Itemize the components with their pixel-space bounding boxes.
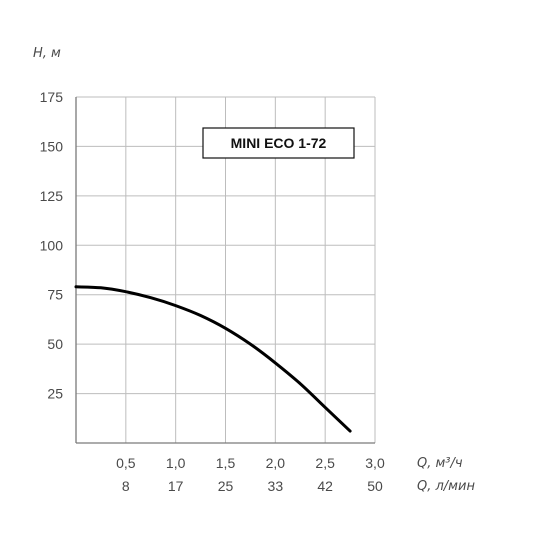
x-tick-label: 2,0 bbox=[266, 455, 286, 471]
y-tick-label: 125 bbox=[40, 188, 64, 204]
x-tick-labels: 0,5 1,0 1,5 2,0 2,5 3,0 bbox=[116, 455, 385, 471]
y-tick-label: 50 bbox=[47, 336, 63, 352]
x-tick-label: 1,0 bbox=[166, 455, 186, 471]
x-secondary-tick-labels: 8 17 25 33 42 50 bbox=[122, 478, 383, 494]
pump-curve-line bbox=[74, 285, 352, 433]
y-tick-label: 25 bbox=[47, 386, 63, 402]
x-tick-label-secondary: 50 bbox=[367, 478, 383, 494]
x-tick-label: 3,0 bbox=[365, 455, 385, 471]
x-axis-title-secondary: Q, л/мин bbox=[417, 479, 475, 494]
axes bbox=[75, 97, 375, 444]
x-tick-label-secondary: 42 bbox=[317, 478, 333, 494]
x-tick-label: 0,5 bbox=[116, 455, 136, 471]
x-tick-label: 1,5 bbox=[216, 455, 236, 471]
model-label: MINI ECO 1-72 bbox=[231, 135, 327, 151]
x-tick-label: 2,5 bbox=[315, 455, 335, 471]
y-tick-label: 100 bbox=[40, 237, 64, 253]
y-tick-label: 75 bbox=[47, 287, 63, 303]
x-tick-label-secondary: 8 bbox=[122, 478, 130, 494]
y-axis-title: H, м bbox=[33, 46, 61, 61]
x-tick-label-secondary: 25 bbox=[218, 478, 234, 494]
x-axis-title: Q, м³/ч bbox=[417, 456, 463, 471]
y-tick-label: 175 bbox=[40, 89, 64, 105]
x-tick-label-secondary: 17 bbox=[168, 478, 184, 494]
y-tick-labels: 175 150 125 100 75 50 25 bbox=[40, 89, 64, 402]
model-label-box: MINI ECO 1-72 bbox=[202, 127, 355, 159]
y-tick-label: 150 bbox=[40, 138, 64, 154]
x-tick-label-secondary: 33 bbox=[268, 478, 284, 494]
